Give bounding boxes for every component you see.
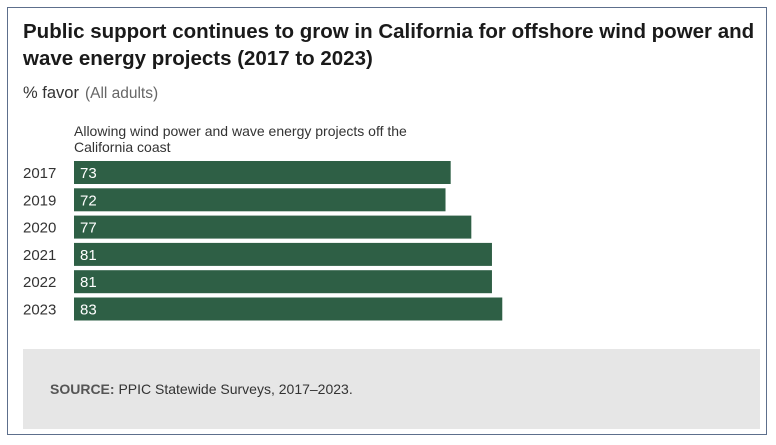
data-label: 81 [80,247,97,264]
bar-row: 2019 72 [23,188,446,212]
data-label: 73 [80,165,97,182]
bar [74,188,446,212]
bar-row: 2021 81 [23,242,492,266]
category-label: 2019 [23,192,56,209]
source-note: SOURCE: PPIC Statewide Surveys, 2017–202… [50,381,353,397]
bar-row: 2023 83 [23,297,503,321]
chart-title: Public support continues to grow in Cali… [23,20,755,70]
bar [74,161,451,184]
panel-title: Allowing wind power and wave energy proj… [74,123,407,155]
data-label: 77 [80,220,97,237]
bar [74,297,503,321]
panel-title-line: California coast [74,139,171,155]
data-label: 83 [80,302,97,319]
subtitle-population: (All adults) [84,85,159,102]
data-label: 72 [80,192,97,209]
bar [74,270,492,294]
panel-title-line: Allowing wind power and wave energy proj… [74,123,407,139]
bars: 2017 73 2019 72 2020 77 2021 81 2022 81 2023 83 [23,161,503,321]
category-label: 2022 [23,274,56,291]
bar [74,215,472,239]
category-label: 2023 [23,302,56,319]
category-label: 2017 [23,165,56,182]
bar [74,242,492,266]
data-label: 81 [80,274,97,291]
chart-subtitle: % favor (All adults) [23,84,158,103]
source-label: SOURCE: [50,381,115,397]
subtitle-measure: % favor [23,84,79,102]
category-label: 2021 [23,247,56,264]
bar-row: 2020 77 [23,215,472,239]
bar-row: 2022 81 [23,270,492,294]
source-text: PPIC Statewide Surveys, 2017–2023. [118,381,353,397]
source-footer: SOURCE: PPIC Statewide Surveys, 2017–202… [23,349,760,429]
bar-chart: Allowing wind power and wave energy proj… [23,123,503,321]
bar-row: 2017 73 [23,161,451,184]
category-label: 2020 [23,220,56,237]
